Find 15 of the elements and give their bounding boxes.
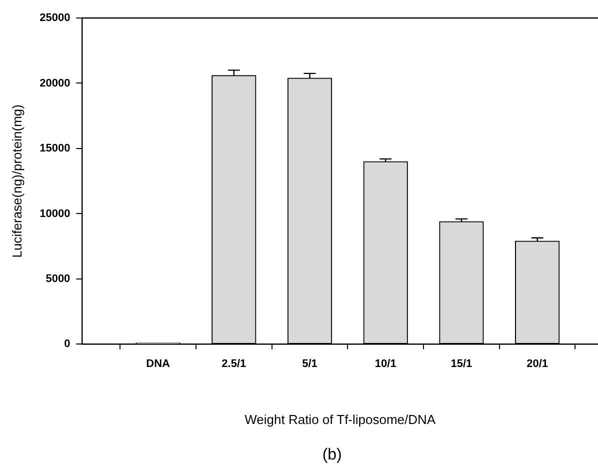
y-tick-label: 20000 xyxy=(40,77,70,90)
y-tick-label: 0 xyxy=(64,338,70,350)
y-axis-title: Luciferase(ng)/protein(mg) xyxy=(9,104,24,258)
y-tick-label: 5000 xyxy=(46,272,70,285)
x-tick-label: 15/1 xyxy=(450,358,472,370)
x-tick-label: 2.5/1 xyxy=(222,358,246,370)
y-tick-label: 10000 xyxy=(40,208,70,220)
x-tick-label: 20/1 xyxy=(526,358,548,370)
x-tick-label: 10/1 xyxy=(374,358,396,370)
x-axis-title: Weight Ratio of Tf-liposome/DNA xyxy=(244,412,436,427)
x-tick-label: 5/1 xyxy=(302,358,318,370)
y-tick-label: 15000 xyxy=(40,142,70,155)
x-tick-label: DNA xyxy=(146,358,170,370)
text: (b) xyxy=(322,446,342,464)
y-tick-label: 25000 xyxy=(40,12,70,24)
